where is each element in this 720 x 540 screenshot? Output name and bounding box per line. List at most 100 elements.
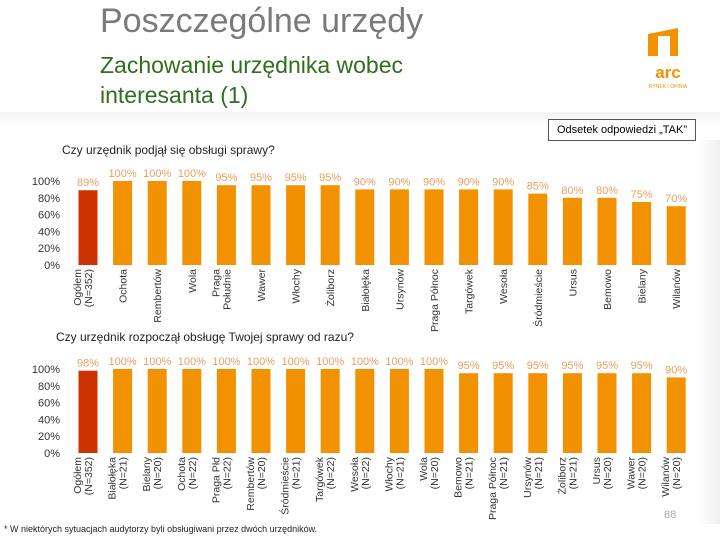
chart2-question: Czy urzędnik rozpoczął obsługę Twojej sp…	[56, 330, 354, 344]
data-label: 95%	[596, 360, 618, 372]
y-tick-label: 100%	[32, 364, 60, 376]
category-label: Żoliborz	[324, 269, 337, 306]
slide-title: Poszczególne urzędy	[100, 2, 424, 40]
bar	[632, 202, 652, 265]
category-label: PragaPołudnie	[210, 269, 233, 310]
y-tick-label: 40%	[38, 414, 60, 426]
page-number: 88	[664, 509, 677, 521]
data-label: 90%	[492, 176, 514, 188]
bar	[389, 189, 409, 265]
bar	[562, 373, 582, 453]
data-label: 100%	[212, 356, 240, 368]
bar	[597, 373, 617, 453]
y-tick-label: 20%	[38, 243, 60, 255]
data-label: 100%	[420, 356, 448, 368]
subtitle-line-2: interesanta (1)	[100, 82, 249, 108]
bar	[251, 369, 271, 453]
category-label: Ochota(N=22)	[176, 457, 199, 491]
category-label: Bielany	[637, 268, 649, 303]
category-label: Włochy	[291, 268, 303, 303]
right-decoration	[696, 140, 720, 524]
data-label: 95%	[561, 360, 583, 372]
y-tick-label: 60%	[38, 210, 60, 222]
bar	[147, 369, 167, 453]
slide-subtitle: Zachowanie urzędnika wobec interesanta (…	[100, 50, 540, 110]
bar	[286, 185, 306, 265]
bar	[459, 373, 479, 453]
bar	[562, 197, 582, 265]
y-tick-label: 40%	[38, 226, 60, 238]
bar	[286, 369, 306, 453]
category-label: Wesoła(N=22)	[349, 457, 372, 492]
bar	[113, 369, 133, 453]
data-label: 80%	[561, 185, 583, 197]
category-label: Ursus	[567, 269, 579, 296]
bar	[182, 369, 202, 453]
data-label: 95%	[250, 172, 272, 184]
data-label: 100%	[109, 356, 137, 368]
logo-text: arc	[655, 63, 681, 82]
percent-yes-label: Odsetek odpowiedzi „TAK”	[548, 119, 696, 141]
category-label: Śródmieście	[532, 269, 545, 327]
bar	[459, 189, 479, 265]
category-label: Praga Północ	[429, 269, 441, 332]
data-label: 95%	[492, 360, 514, 372]
category-label: Praga Północ(N=21)	[487, 457, 510, 520]
y-tick-label: 0%	[44, 448, 60, 460]
data-label: 100%	[143, 356, 171, 368]
category-label: Ursus(N=20)	[591, 457, 614, 489]
category-label: Ochota	[118, 269, 130, 303]
data-label: 100%	[316, 356, 344, 368]
y-tick-label: 0%	[44, 260, 60, 272]
data-label: 90%	[423, 176, 445, 188]
data-label: 95%	[458, 360, 480, 372]
category-label: Ogółem(N=352)	[72, 457, 95, 495]
category-label: Praga Płd(N=22)	[210, 457, 233, 503]
category-label: Włochy(N=21)	[383, 456, 406, 491]
category-label: Bielany(N=20)	[141, 456, 164, 491]
category-label: Ursynów	[394, 269, 406, 310]
y-tick-label: 80%	[38, 381, 60, 393]
bar	[389, 369, 409, 453]
bar	[424, 369, 444, 453]
bar	[216, 185, 236, 265]
bar	[78, 370, 98, 453]
data-label: 100%	[385, 356, 413, 368]
data-label: 89%	[77, 177, 99, 189]
data-label: 98%	[77, 358, 99, 370]
bar	[424, 189, 444, 265]
chart-handled-case: 100% 80% 60% 40% 20% 0% 89% Ogółem(N=352) 100% Oc…	[32, 168, 688, 332]
bar	[528, 373, 548, 453]
chart-started-immediately: 100% 80% 60% 40% 20% 0% 98% Ogółem(N=352) 100% Bi…	[32, 356, 688, 520]
bar	[147, 181, 167, 265]
category-label: Wawer(N=20)	[626, 456, 649, 489]
data-label: 95%	[215, 172, 237, 184]
footnote: * W niektórych sytuacjach audytorzy byli…	[4, 524, 318, 534]
category-label: Rembertów	[152, 269, 164, 323]
category-label: Białołęka(N=21)	[107, 457, 130, 500]
category-label: Wesoła	[498, 269, 510, 304]
category-label: Wola	[187, 269, 199, 293]
data-label: 100%	[282, 356, 310, 368]
data-label: 90%	[388, 176, 410, 188]
data-label: 100%	[178, 168, 206, 180]
bar	[666, 377, 686, 453]
bar	[493, 189, 513, 265]
arc-logo: arc RYNEK I OPINIA	[648, 28, 688, 90]
data-label: 100%	[178, 356, 206, 368]
category-label: Wola(N=20)	[418, 457, 441, 490]
data-label: 85%	[527, 181, 549, 193]
bar	[113, 181, 133, 265]
subtitle-line-1: Zachowanie urzędnika wobec	[100, 52, 404, 78]
bar	[182, 181, 202, 265]
bar	[528, 193, 548, 265]
bar	[493, 373, 513, 453]
y-tick-label: 80%	[38, 193, 60, 205]
logo-subtext: RYNEK I OPINIA	[649, 84, 688, 90]
category-label: Bemowo(N=21)	[453, 457, 476, 498]
category-label: Wawer	[256, 268, 268, 301]
data-label: 100%	[247, 356, 275, 368]
bar	[632, 373, 652, 453]
chart1-question: Czy urzędnik podjął się obsługi sprawy?	[62, 143, 275, 157]
bar	[355, 369, 375, 453]
